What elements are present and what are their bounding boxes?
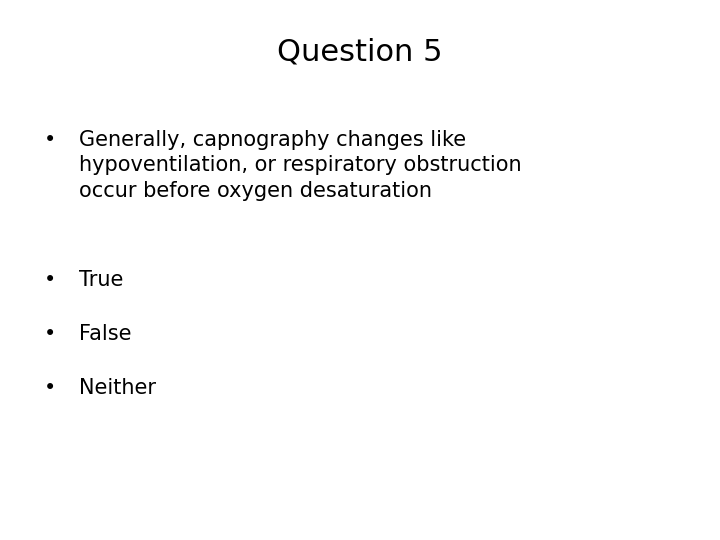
- Text: •: •: [44, 130, 57, 150]
- Text: •: •: [44, 324, 57, 344]
- Text: True: True: [79, 270, 124, 290]
- Text: False: False: [79, 324, 132, 344]
- Text: •: •: [44, 270, 57, 290]
- Text: •: •: [44, 378, 57, 398]
- Text: Neither: Neither: [79, 378, 156, 398]
- Text: Generally, capnography changes like
hypoventilation, or respiratory obstruction
: Generally, capnography changes like hypo…: [79, 130, 522, 201]
- Text: Question 5: Question 5: [277, 38, 443, 67]
